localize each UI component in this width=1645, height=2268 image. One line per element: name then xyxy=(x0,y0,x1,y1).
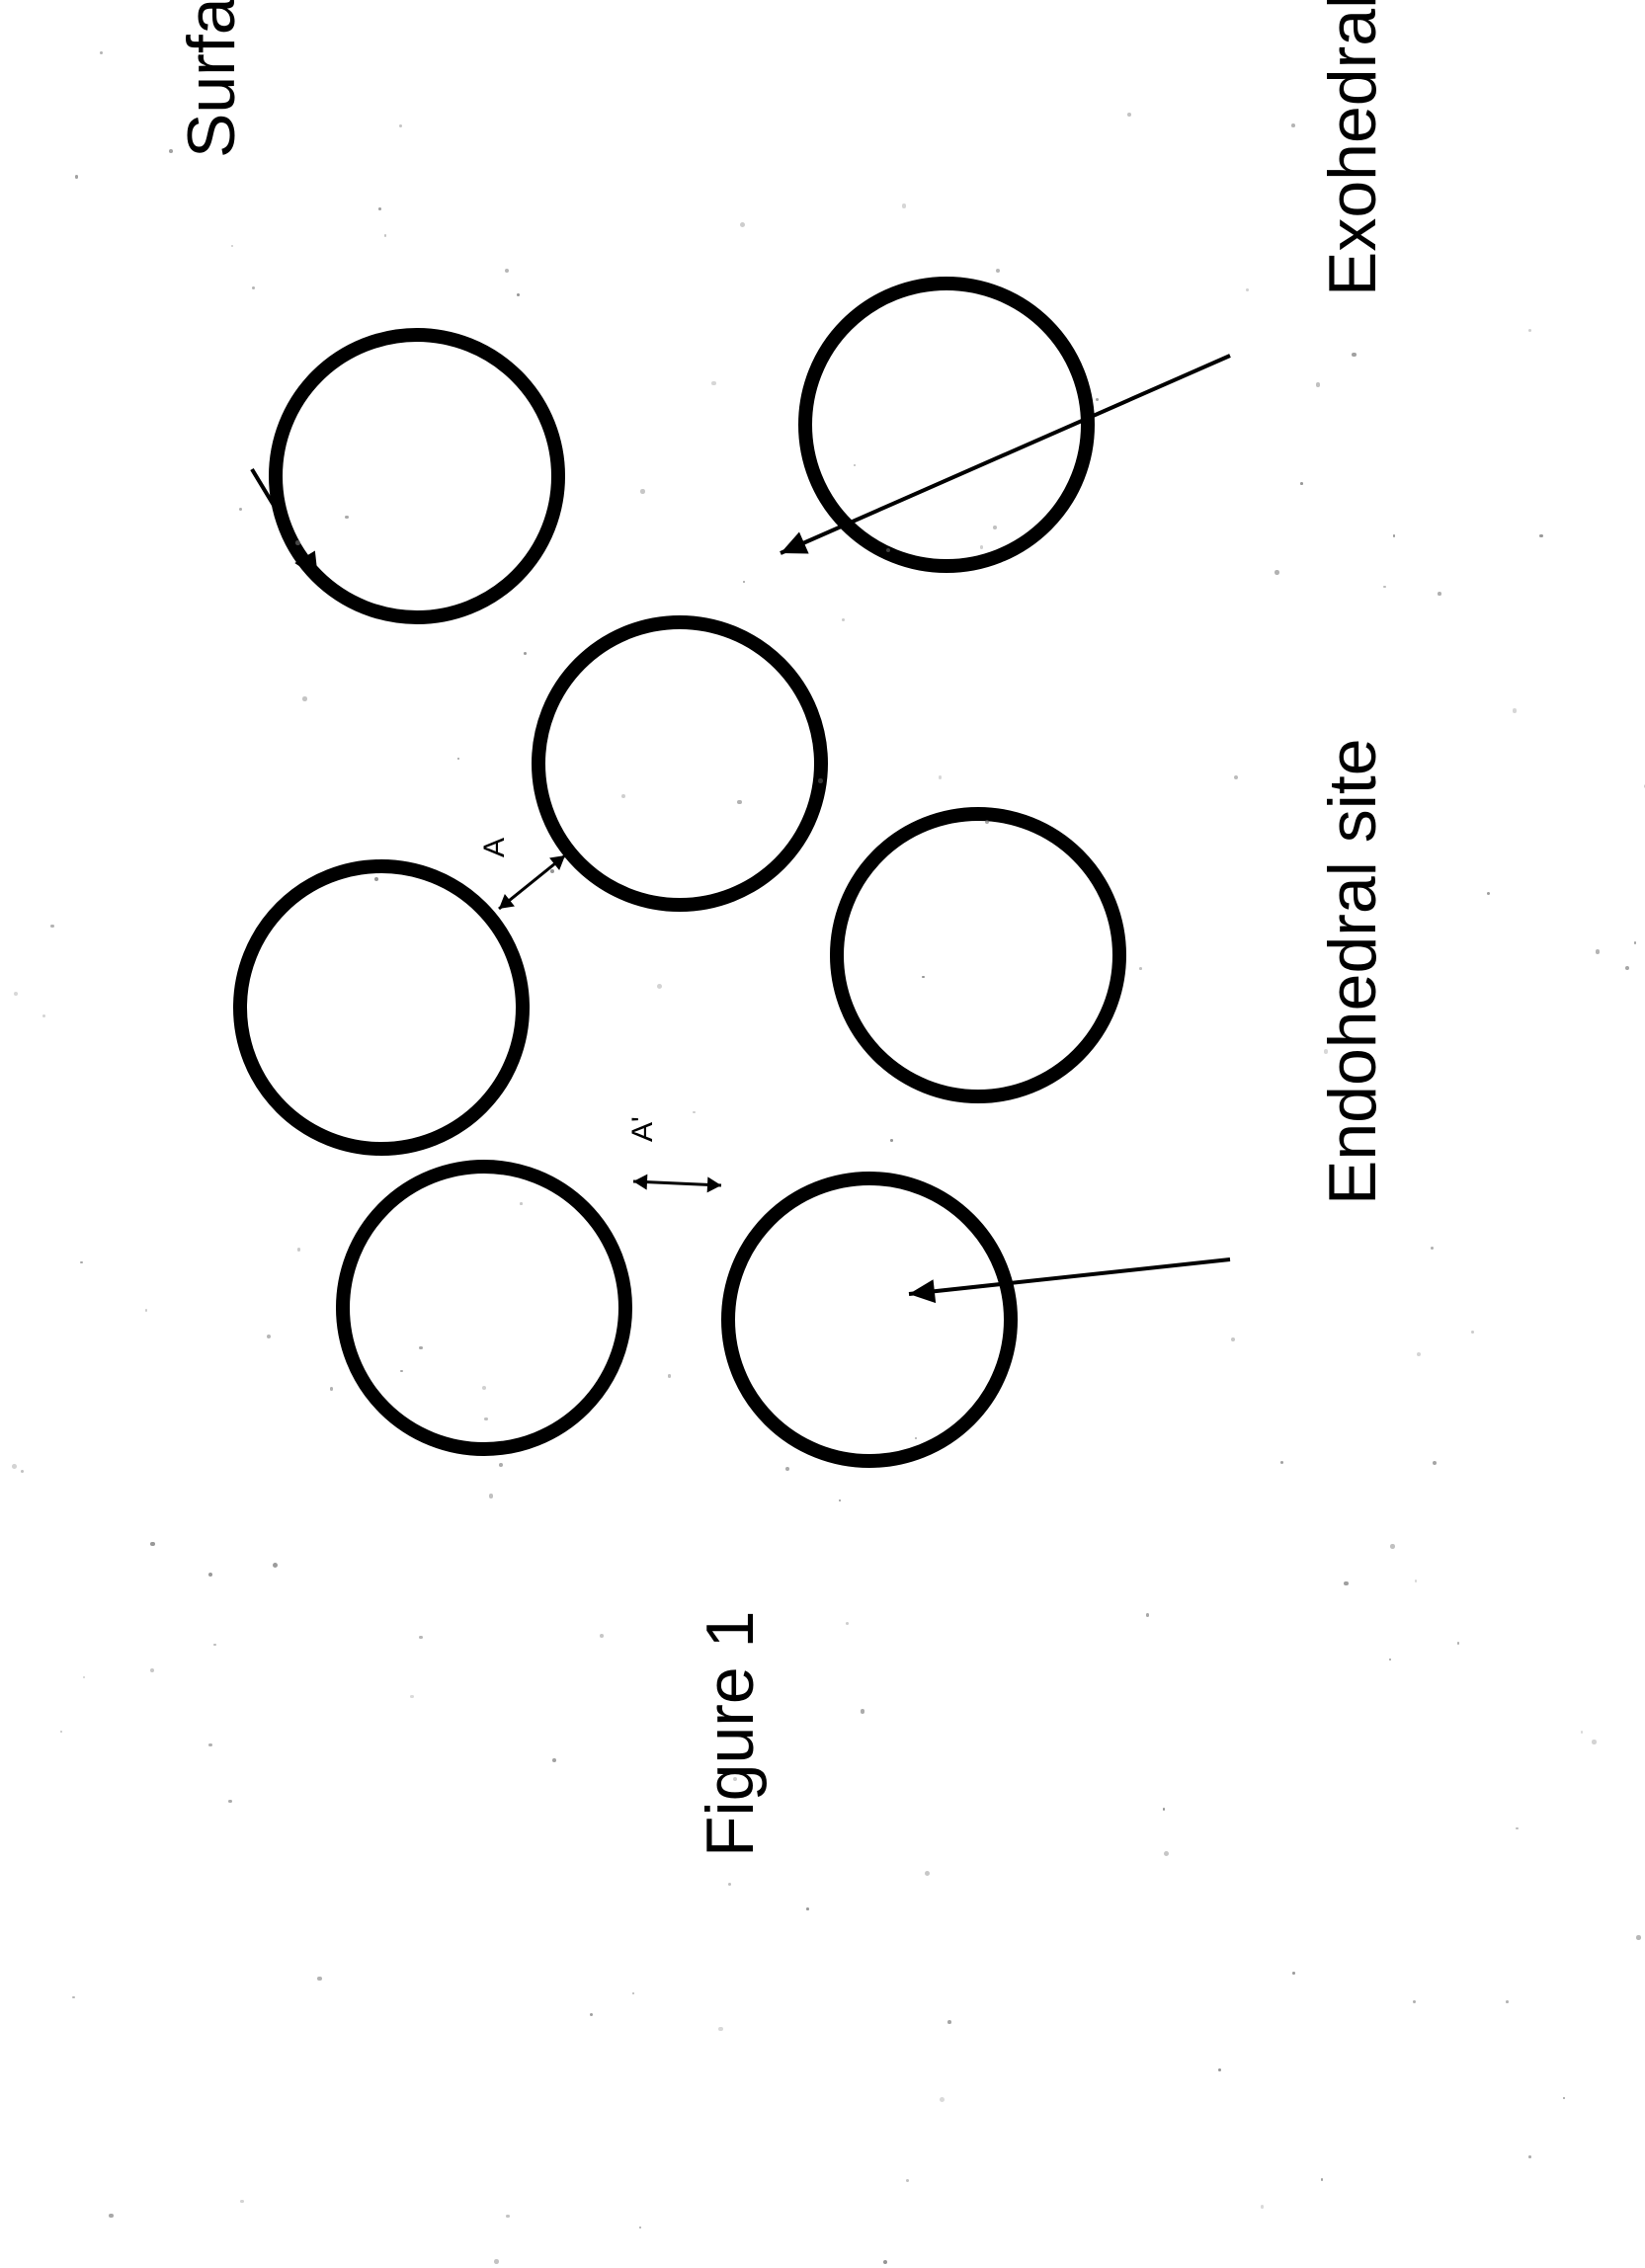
noise-speck xyxy=(1127,113,1131,117)
noise-speck xyxy=(1275,570,1279,575)
noise-speck xyxy=(524,652,527,655)
noise-speck xyxy=(1231,1337,1235,1341)
exohedral-site-label: Exohedral site xyxy=(1314,0,1391,296)
noise-speck xyxy=(499,1463,503,1467)
nanotube-circle-bottom-left xyxy=(343,1167,625,1449)
noise-speck xyxy=(1324,1049,1329,1054)
gap-A-prime-label: A' xyxy=(626,1116,659,1142)
noise-speck xyxy=(552,1758,556,1762)
noise-speck xyxy=(1292,1972,1295,1975)
noise-speck xyxy=(520,1202,523,1205)
noise-speck xyxy=(72,1996,74,1998)
noise-speck xyxy=(985,820,989,824)
noise-speck xyxy=(213,1644,216,1647)
noise-speck xyxy=(1539,534,1542,537)
noise-speck xyxy=(484,1418,488,1421)
noise-speck xyxy=(295,540,299,544)
endohedral-arrow xyxy=(909,1259,1230,1303)
noise-speck xyxy=(733,1777,737,1781)
noise-speck xyxy=(150,1542,155,1547)
noise-speck xyxy=(21,1470,24,1473)
noise-speck xyxy=(861,1709,864,1713)
endohedral-site-label: Endohedral site xyxy=(1314,738,1391,1205)
noise-speck xyxy=(1164,1851,1169,1856)
noise-speck xyxy=(1383,586,1385,588)
noise-speck xyxy=(939,775,943,779)
noise-speck xyxy=(419,1636,422,1639)
noise-speck xyxy=(330,1387,333,1390)
noise-speck xyxy=(1513,708,1518,713)
noise-speck xyxy=(600,1634,604,1638)
noise-speck xyxy=(457,758,459,760)
gap-A-prime xyxy=(633,1174,721,1193)
noise-speck xyxy=(743,581,745,583)
diagram-svg: A A' xyxy=(0,0,1645,2268)
noise-speck xyxy=(993,526,997,529)
noise-speck xyxy=(980,545,983,548)
noise-speck xyxy=(1516,1827,1518,1829)
noise-speck xyxy=(842,618,845,621)
noise-speck xyxy=(399,124,402,127)
noise-speck xyxy=(42,1014,45,1017)
noise-speck xyxy=(806,1907,809,1910)
noise-speck xyxy=(1218,2068,1221,2071)
noise-speck xyxy=(169,149,173,153)
noise-speck xyxy=(302,696,307,701)
noise-speck xyxy=(384,234,386,236)
noise-speck xyxy=(1592,1740,1596,1743)
noise-speck xyxy=(80,1261,82,1263)
gap-A-label: A xyxy=(478,838,511,857)
noise-speck xyxy=(297,1248,301,1252)
noise-speck xyxy=(1390,1544,1394,1548)
noise-speck xyxy=(506,2215,510,2219)
noise-speck xyxy=(640,489,644,493)
noise-speck xyxy=(1625,966,1629,970)
noise-speck xyxy=(419,1346,422,1349)
noise-speck xyxy=(1352,353,1357,358)
noise-speck xyxy=(75,175,78,178)
noise-speck xyxy=(1438,592,1441,596)
noise-speck xyxy=(228,1800,231,1803)
surface-arrow xyxy=(252,469,318,579)
nanotube-circle-mid-right xyxy=(837,814,1119,1096)
gap-A xyxy=(499,855,565,909)
figure-caption: Figure 1 xyxy=(692,1611,769,1857)
noise-speck xyxy=(109,2214,114,2219)
noise-speck xyxy=(345,516,348,519)
noise-speck xyxy=(1291,123,1295,127)
noise-speck xyxy=(378,207,381,210)
noise-speck xyxy=(818,778,823,783)
noise-speck xyxy=(1636,1935,1641,1940)
noise-speck xyxy=(718,2027,722,2031)
noise-speck xyxy=(317,1977,322,1982)
noise-speck xyxy=(50,925,54,929)
noise-speck xyxy=(1528,2155,1531,2158)
noise-speck xyxy=(711,381,715,385)
noise-speck xyxy=(890,1139,893,1142)
nanotube-circle-bottom-right xyxy=(728,1178,1011,1461)
exohedral-arrow xyxy=(781,356,1230,554)
noise-speck xyxy=(489,1494,493,1498)
noise-speck xyxy=(1139,967,1142,970)
noise-speck xyxy=(740,222,745,227)
surface-site-label: Surface site xyxy=(173,0,250,158)
noise-speck xyxy=(839,1499,841,1501)
nanotube-circle-center xyxy=(538,622,821,905)
noise-speck xyxy=(12,1464,17,1469)
noise-speck xyxy=(906,2179,909,2182)
noise-speck xyxy=(668,1374,672,1378)
nanotube-circle-mid-left xyxy=(240,866,523,1149)
noise-speck xyxy=(1300,482,1303,485)
